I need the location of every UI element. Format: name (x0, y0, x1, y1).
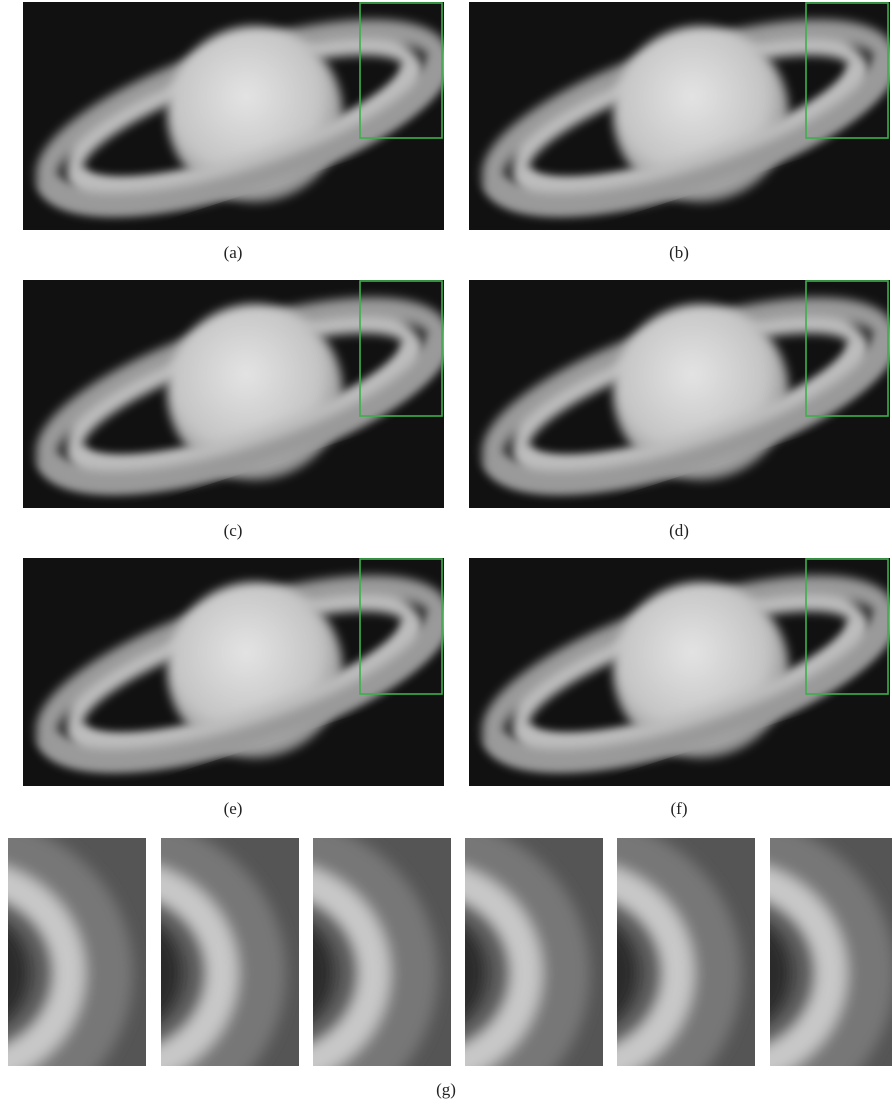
panel-e (23, 551, 457, 796)
panel-label: (f) (671, 799, 688, 818)
panel-label: (b) (669, 243, 689, 262)
figure: (a) (b) (c) (d) (e) (f) (g) (0, 0, 892, 1107)
crops-label: (g) (436, 1080, 456, 1099)
panel-label: (c) (224, 521, 243, 540)
panel-f (469, 551, 892, 796)
panel-label: (d) (669, 521, 689, 540)
panel-label: (e) (224, 799, 243, 818)
panel-label: (a) (224, 243, 243, 262)
panel-b (469, 0, 892, 239)
panel-d (469, 273, 892, 518)
crop (0, 838, 146, 1103)
panel-c (23, 273, 457, 518)
panel-a (23, 0, 457, 239)
